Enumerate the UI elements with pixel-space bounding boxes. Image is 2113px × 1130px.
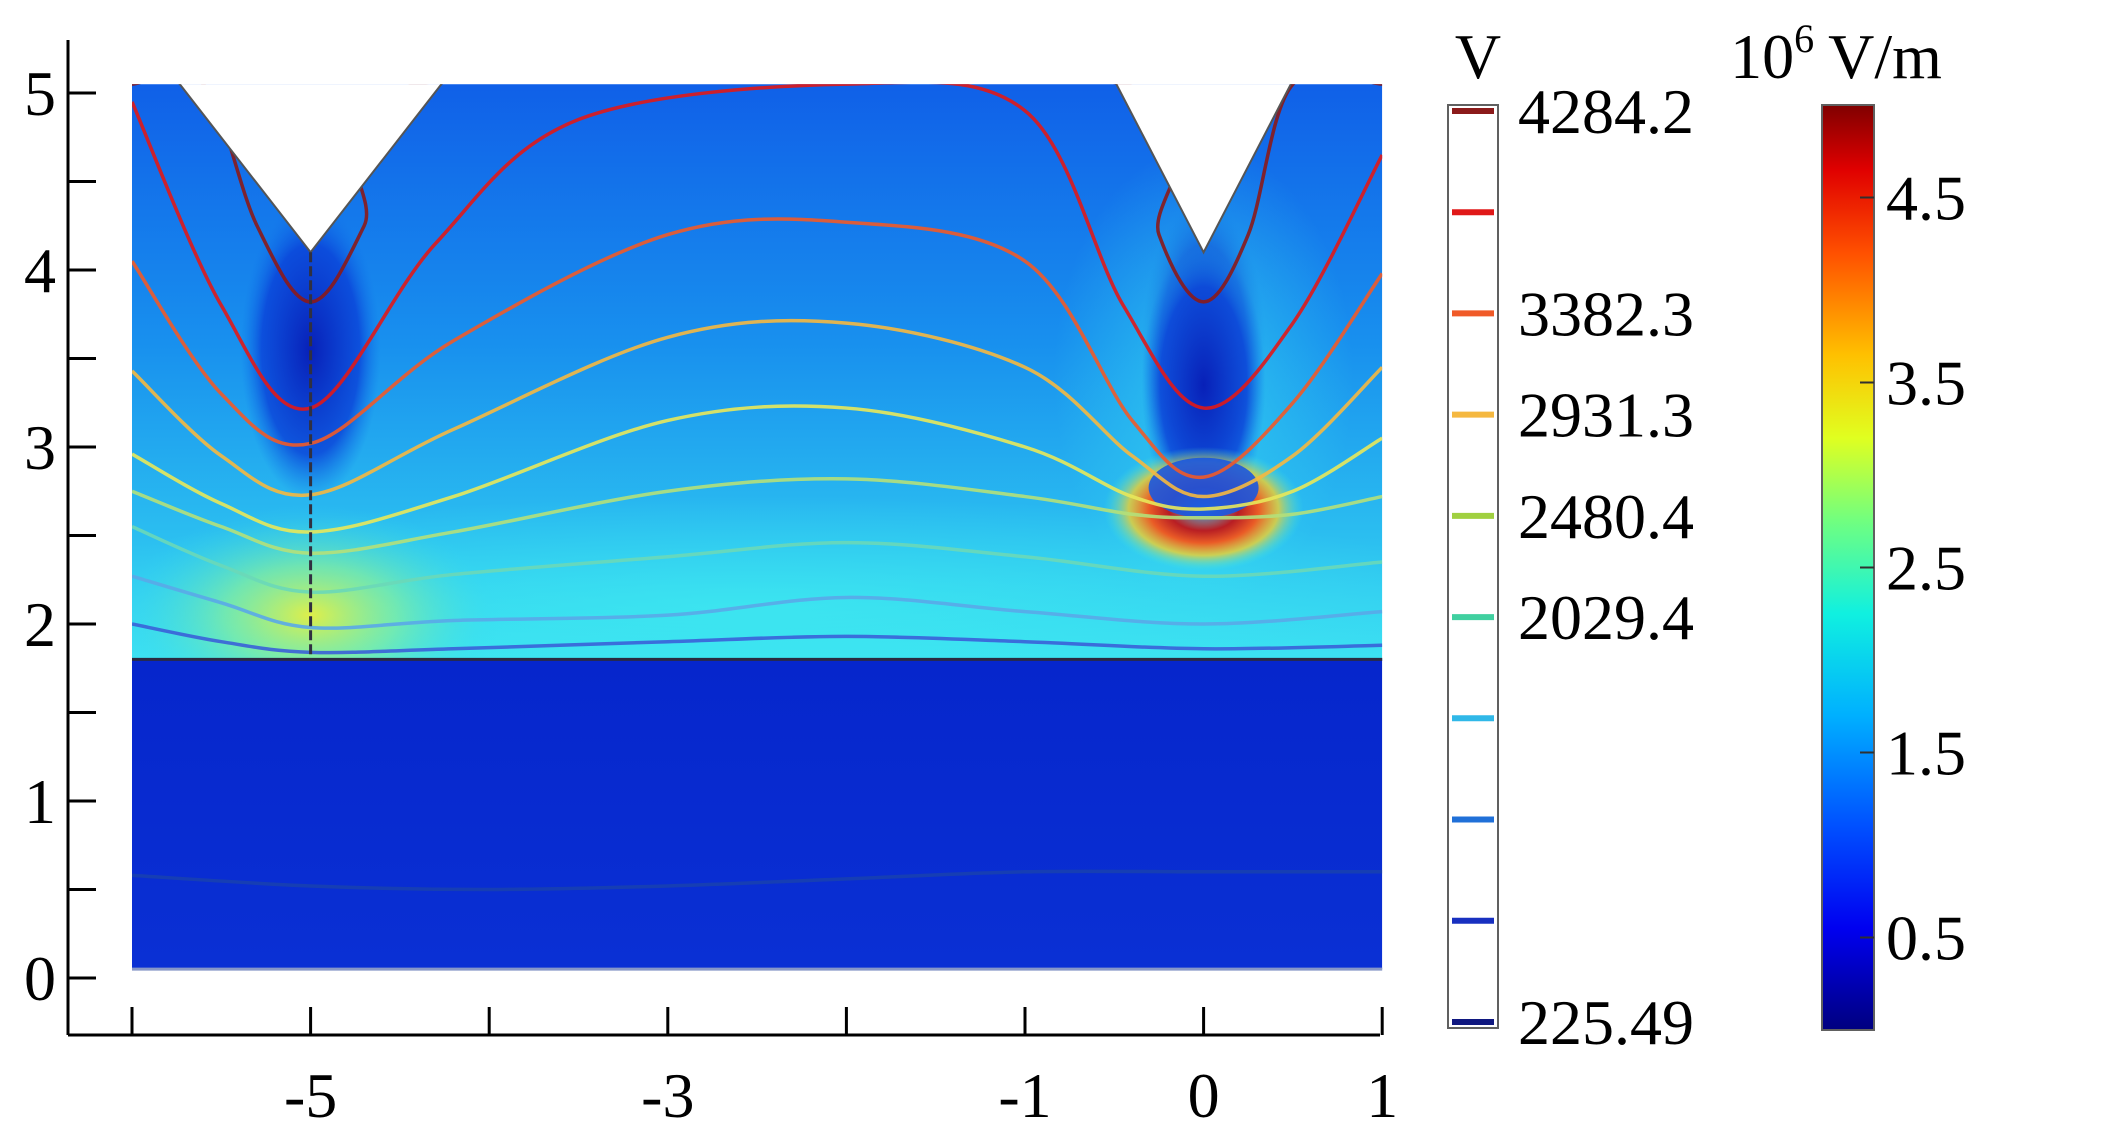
y-tick-label: 1 bbox=[24, 766, 56, 837]
y-tick-label: 3 bbox=[24, 412, 56, 483]
potential-label: 4284.2 bbox=[1518, 76, 1694, 147]
equipotential-lines bbox=[132, 84, 1383, 892]
electrode-0 bbox=[178, 84, 443, 254]
colorbar-unit: 106 V/m bbox=[1730, 16, 1942, 92]
electrodes bbox=[178, 84, 1292, 255]
y-tick-label: 4 bbox=[24, 235, 56, 306]
potential-label: 225.49 bbox=[1518, 987, 1694, 1058]
unit-exponent: 6 bbox=[1794, 16, 1814, 61]
potential-legend: V 4284.2 3382.3 2931.3 2480.4 2029.4 225.49 bbox=[1447, 21, 1694, 1058]
colorbar-tick-label: 1.5 bbox=[1886, 718, 1966, 789]
potential-level-labels: 4284.2 3382.3 2931.3 2480.4 2029.4 225.49 bbox=[1518, 76, 1694, 1058]
equipotential-line-1 bbox=[132, 84, 1383, 411]
equipotential-line-8 bbox=[132, 622, 1383, 655]
y-tick-label: 0 bbox=[24, 943, 56, 1014]
x-tick-label: 1 bbox=[1366, 1060, 1398, 1130]
colorbar-ticks: 4.5 3.5 2.5 1.5 0.5 bbox=[1860, 163, 1966, 974]
equipotential-line-7 bbox=[132, 574, 1383, 630]
plot-area: 0 1 2 3 4 5 -5 -3 -1 0 1 bbox=[24, 40, 1398, 1130]
equipotential-line-2 bbox=[132, 217, 1383, 479]
colorbar-tick-label: 2.5 bbox=[1886, 533, 1966, 604]
y-axis-ticks: 0 1 2 3 4 5 bbox=[24, 58, 96, 1014]
potential-legend-box bbox=[1447, 104, 1499, 1029]
x-tick-label: 0 bbox=[1188, 1060, 1220, 1130]
unit-rest: V/m bbox=[1828, 21, 1942, 92]
potential-label: 3382.3 bbox=[1518, 278, 1694, 349]
equipotential-line-3 bbox=[132, 318, 1383, 499]
equipotential-line-5 bbox=[132, 477, 1383, 555]
dielectric-layer bbox=[132, 659, 1383, 970]
x-tick-label: -3 bbox=[641, 1060, 694, 1130]
y-tick-label: 5 bbox=[24, 58, 56, 129]
equipotential-line-0 bbox=[132, 84, 1383, 304]
hotspot-core-0 bbox=[1148, 457, 1259, 518]
colorbar-tick-label: 3.5 bbox=[1886, 348, 1966, 419]
potential-label: 2029.4 bbox=[1518, 582, 1694, 653]
electrode-1 bbox=[1115, 84, 1292, 255]
colorbar-tick-label: 4.5 bbox=[1886, 163, 1966, 234]
potential-unit: V bbox=[1455, 21, 1501, 92]
potential-level-swatches bbox=[1452, 108, 1494, 1025]
x-tick-label: -1 bbox=[998, 1060, 1051, 1130]
unit-base: 10 bbox=[1730, 21, 1794, 92]
potential-label: 2480.4 bbox=[1518, 481, 1694, 552]
equipotential-line-6 bbox=[132, 525, 1383, 594]
y-tick-label: 2 bbox=[24, 589, 56, 660]
x-tick-label: -5 bbox=[284, 1060, 337, 1130]
potential-label: 2931.3 bbox=[1518, 380, 1694, 451]
equipotential-line-9 bbox=[132, 869, 1383, 892]
x-axis-ticks: -5 -3 -1 0 1 bbox=[130, 1007, 1398, 1130]
colorbar-tick-label: 0.5 bbox=[1886, 903, 1966, 974]
field-colorbar: 106 V/m 4.5 3.5 2.5 1.5 0.5 bbox=[1730, 16, 1966, 1031]
equipotential-line-4 bbox=[132, 404, 1383, 534]
